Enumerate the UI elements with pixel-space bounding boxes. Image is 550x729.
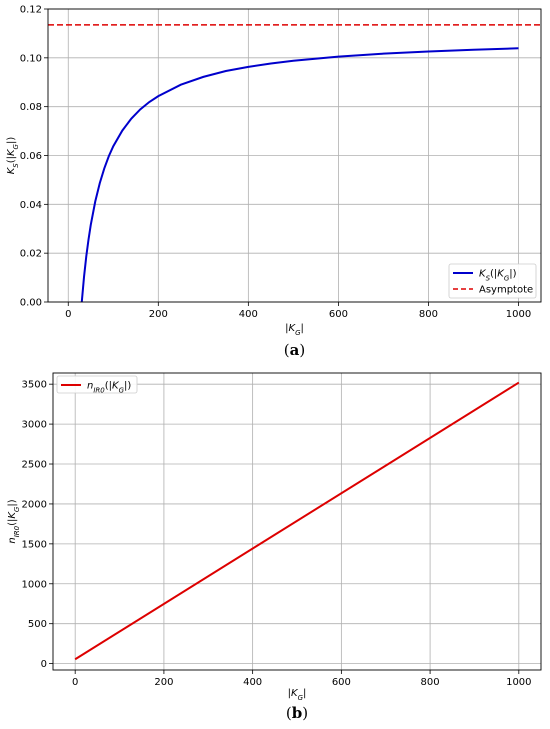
chart-panel-b: 0 200 400 600 800 1000 0 500 1000 1500 2000 2500 300…	[7, 372, 542, 722]
legend-box	[56, 375, 138, 394]
panel-label: (b)	[286, 704, 308, 722]
x-tick-label: 200	[154, 677, 173, 688]
series-line-0	[80, 47, 519, 303]
x-tick-label: 200	[149, 309, 168, 320]
x-tick-label: 0	[72, 677, 78, 688]
x-tick-label: 1000	[506, 309, 531, 320]
grid	[48, 8, 541, 303]
legend: nIR0(|KG|)	[56, 375, 138, 395]
y-axis-label: KS(|KG|)	[6, 137, 20, 175]
series-line-0	[74, 381, 520, 661]
chart-panel-a: 0 200 400 600 800 1000 0.00 0.02 0.04 0.06 0.08 0.1…	[6, 5, 542, 359]
x-tick-label: 600	[332, 677, 351, 688]
y-tick-label: 0.06	[20, 151, 42, 162]
y-tick-label: 0.02	[20, 249, 42, 260]
y-tick-label: 3000	[22, 420, 47, 431]
y-tick-label: 1000	[22, 579, 47, 590]
y-tick-label: 0.00	[20, 298, 42, 309]
x-axis-label: |KG|	[285, 323, 304, 337]
y-tick-label: 1500	[22, 539, 47, 550]
x-tick-label: 0	[65, 309, 71, 320]
y-tick-label: 0	[41, 659, 47, 670]
y-tick-label: 3500	[22, 380, 47, 391]
x-axis-label: |KG|	[288, 688, 307, 702]
plot-frame	[52, 372, 542, 671]
y-axis-label: nIR0(|KG|)	[7, 499, 21, 543]
x-tick-label: 600	[329, 309, 348, 320]
x-tick-label: 800	[421, 677, 440, 688]
panel-label: (a)	[284, 341, 305, 359]
legend-label: KS(|KG|)	[479, 269, 517, 283]
legend-label: Asymptote	[479, 285, 533, 296]
y-tick-label: 0.04	[20, 200, 42, 211]
y-tick-label: 0.12	[20, 5, 42, 16]
x-tick-label: 800	[419, 309, 438, 320]
legend: KS(|KG|) Asymptote	[448, 263, 537, 299]
x-tick-label: 400	[239, 309, 258, 320]
y-tick-label: 2500	[22, 460, 47, 471]
y-tick-label: 2000	[22, 499, 47, 510]
y-tick-label: 0.08	[20, 102, 42, 113]
y-tick-label: 0.10	[20, 53, 42, 64]
y-tick-label: 500	[28, 619, 47, 630]
x-tick-label: 1000	[506, 677, 531, 688]
x-tick-label: 400	[243, 677, 262, 688]
legend-label: nIR0(|KG|)	[87, 381, 131, 395]
